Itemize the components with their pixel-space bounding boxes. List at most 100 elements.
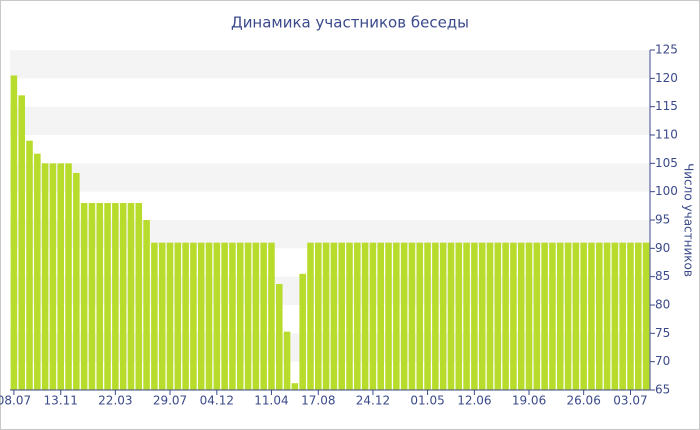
bar — [197, 242, 205, 390]
bar — [41, 163, 49, 390]
bar — [236, 242, 244, 390]
bar — [525, 242, 533, 390]
bar — [572, 242, 580, 390]
x-tick-label: 19.06 — [512, 394, 546, 408]
bar — [549, 242, 556, 390]
grid-band — [10, 163, 650, 192]
bar — [174, 242, 182, 390]
bar — [408, 242, 416, 390]
bar — [603, 242, 611, 390]
bar — [119, 203, 127, 390]
y-tick-label: 80 — [655, 298, 670, 312]
bar — [112, 203, 119, 390]
bar — [393, 242, 400, 390]
bar — [221, 242, 228, 390]
bar — [502, 242, 509, 390]
bar — [377, 242, 385, 390]
bar — [322, 242, 330, 390]
bar — [627, 242, 634, 390]
bar — [65, 163, 72, 390]
x-tick-label: 17.08 — [301, 394, 335, 408]
x-tick-label: 08.07 — [0, 394, 31, 408]
grid-band — [10, 50, 650, 79]
y-tick-label: 75 — [655, 326, 670, 340]
bar — [361, 242, 369, 390]
bar — [369, 242, 377, 390]
bar — [299, 273, 306, 390]
bar — [588, 242, 595, 390]
x-tick-label: 04.12 — [200, 394, 234, 408]
bar — [424, 242, 431, 390]
bar — [346, 242, 353, 390]
bar — [486, 242, 494, 390]
bar — [260, 242, 267, 390]
y-tick-label: 100 — [655, 184, 678, 198]
bar — [96, 203, 104, 390]
bar — [166, 242, 174, 390]
bar — [182, 242, 189, 390]
bar — [190, 242, 197, 390]
bar — [478, 242, 486, 390]
y-axis-label: Число участников — [682, 163, 696, 277]
bar — [143, 220, 150, 390]
x-tick-label: 24.12 — [356, 394, 390, 408]
bar — [642, 242, 650, 390]
bar — [135, 203, 143, 390]
bar — [268, 242, 275, 390]
y-tick-label: 95 — [655, 213, 670, 227]
bar — [447, 242, 455, 390]
bar — [517, 242, 525, 390]
bar — [275, 284, 283, 390]
bar — [252, 242, 260, 390]
x-tick-label: 03.07 — [613, 394, 647, 408]
y-tick-label: 110 — [655, 128, 678, 142]
x-tick-label: 01.05 — [410, 394, 444, 408]
bar — [471, 242, 478, 390]
bar — [635, 242, 642, 390]
bar — [307, 242, 314, 390]
bar — [455, 242, 463, 390]
bar — [104, 203, 111, 390]
y-tick-label: 125 — [655, 43, 678, 57]
bar — [18, 95, 25, 390]
bar — [151, 242, 158, 390]
bar — [611, 242, 619, 390]
bar — [564, 242, 572, 390]
bar — [385, 242, 392, 390]
bar — [57, 163, 65, 390]
bar — [338, 242, 345, 390]
bar — [432, 242, 439, 390]
y-tick-label: 85 — [655, 269, 670, 283]
bar — [291, 383, 299, 390]
bar — [10, 75, 18, 390]
bar — [463, 242, 470, 390]
bar — [80, 203, 88, 390]
x-tick-label: 22.03 — [98, 394, 132, 408]
bar — [213, 242, 221, 390]
x-tick-label: 26.06 — [566, 394, 600, 408]
bar — [416, 242, 424, 390]
bar — [49, 163, 57, 390]
chart-title: Динамика участников беседы — [231, 14, 469, 32]
x-tick-label: 11.04 — [254, 394, 288, 408]
bar — [158, 242, 166, 390]
bar — [73, 172, 80, 390]
bar — [88, 203, 96, 390]
bar — [580, 242, 587, 390]
bar — [595, 242, 603, 390]
bar — [330, 242, 338, 390]
y-tick-label: 105 — [655, 156, 678, 170]
bar — [26, 140, 33, 390]
y-tick-label: 70 — [655, 354, 670, 368]
x-tick-label: 29.07 — [153, 394, 187, 408]
bar — [619, 242, 626, 390]
bar — [34, 153, 41, 390]
bar — [510, 242, 517, 390]
bar — [315, 242, 322, 390]
x-tick-label: 12.06 — [457, 394, 491, 408]
y-tick-label: 120 — [655, 71, 678, 85]
bar — [400, 242, 408, 390]
bar — [541, 242, 548, 390]
bar — [439, 242, 447, 390]
